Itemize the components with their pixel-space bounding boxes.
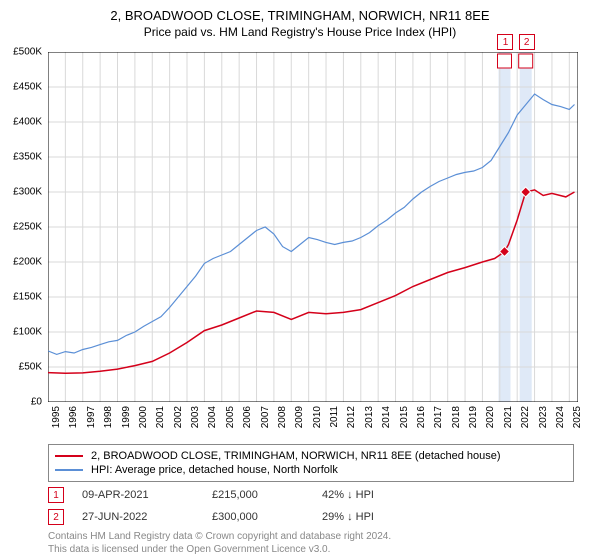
x-tick-label: 2020: [485, 406, 496, 428]
sale-date: 27-JUN-2022: [82, 511, 212, 523]
x-tick-label: 2008: [277, 406, 288, 428]
x-tick-label: 1997: [86, 406, 97, 428]
y-tick-label: £50K: [19, 362, 42, 373]
x-tick-label: 2009: [294, 406, 305, 428]
y-tick-label: £200K: [13, 257, 42, 268]
sales-table: 1 09-APR-2021£215,00042% ↓ HPI 2 27-JUN-202…: [48, 484, 432, 528]
x-tick-label: 2011: [329, 406, 340, 428]
sale-marker-box-1: 1: [48, 487, 64, 503]
x-tick-label: 2022: [520, 406, 531, 428]
footer-line2: This data is licensed under the Open Gov…: [48, 544, 391, 557]
y-tick-label: £250K: [13, 222, 42, 233]
sale-price: £300,000: [212, 511, 322, 523]
x-tick-label: 2000: [138, 406, 149, 428]
x-tick-label: 2018: [451, 406, 462, 428]
legend: 2, BROADWOOD CLOSE, TRIMINGHAM, NORWICH,…: [48, 444, 574, 482]
legend-row-hpi: HPI: Average price, detached house, Nort…: [55, 463, 567, 477]
legend-swatch-property: [55, 455, 83, 457]
x-tick-label: 2001: [155, 406, 166, 428]
sale-row-2: 2 27-JUN-2022£300,00029% ↓ HPI: [48, 506, 432, 528]
y-tick-label: £350K: [13, 152, 42, 163]
footer-line1: Contains HM Land Registry data © Crown c…: [48, 531, 391, 544]
x-tick-label: 2013: [364, 406, 375, 428]
x-tick-label: 2025: [572, 406, 583, 428]
sale-marker-1: 1: [497, 34, 513, 50]
sale-diff: 42% ↓ HPI: [322, 489, 432, 501]
sale-marker-2: 2: [519, 34, 535, 50]
chart-container: 2, BROADWOOD CLOSE, TRIMINGHAM, NORWICH,…: [0, 0, 600, 560]
x-tick-label: 2016: [416, 406, 427, 428]
x-tick-label: 2024: [555, 406, 566, 428]
x-tick-label: 2023: [538, 406, 549, 428]
y-tick-label: £450K: [13, 82, 42, 93]
x-tick-label: 2017: [433, 406, 444, 428]
footer-attribution: Contains HM Land Registry data © Crown c…: [48, 531, 391, 556]
sale-date: 09-APR-2021: [82, 489, 212, 501]
legend-row-property: 2, BROADWOOD CLOSE, TRIMINGHAM, NORWICH,…: [55, 449, 567, 463]
x-tick-label: 2010: [312, 406, 323, 428]
plot-area: 12: [48, 52, 578, 402]
x-tick-label: 1996: [68, 406, 79, 428]
x-tick-label: 2003: [190, 406, 201, 428]
x-tick-label: 1998: [103, 406, 114, 428]
y-tick-label: £0: [31, 397, 42, 408]
x-tick-label: 2005: [225, 406, 236, 428]
legend-label-hpi: HPI: Average price, detached house, Nort…: [91, 464, 338, 476]
x-axis-labels: 1995 1996 1997 1998 1999 2000 2001 2002 2003 2004…: [48, 404, 578, 444]
x-tick-label: 2014: [381, 406, 392, 428]
y-tick-label: £400K: [13, 117, 42, 128]
legend-label-property: 2, BROADWOOD CLOSE, TRIMINGHAM, NORWICH,…: [91, 450, 501, 462]
x-tick-label: 2002: [173, 406, 184, 428]
x-tick-label: 2007: [260, 406, 271, 428]
y-tick-label: £150K: [13, 292, 42, 303]
x-tick-label: 2019: [468, 406, 479, 428]
plot-svg: [48, 52, 578, 402]
x-tick-label: 1999: [121, 406, 132, 428]
chart-title: 2, BROADWOOD CLOSE, TRIMINGHAM, NORWICH,…: [0, 0, 600, 23]
sale-diff: 29% ↓ HPI: [322, 511, 432, 523]
x-tick-label: 2004: [207, 406, 218, 428]
y-axis-labels: £0£50K£100K£150K£200K£250K£300K£350K£400…: [0, 52, 44, 402]
y-tick-label: £100K: [13, 327, 42, 338]
sale-price: £215,000: [212, 489, 322, 501]
sale-row-1: 1 09-APR-2021£215,00042% ↓ HPI: [48, 484, 432, 506]
y-tick-label: £500K: [13, 47, 42, 58]
x-tick-label: 2021: [503, 406, 514, 428]
sale-marker-box-2: 2: [48, 509, 64, 525]
x-tick-label: 2012: [346, 406, 357, 428]
x-tick-label: 1995: [51, 406, 62, 428]
y-tick-label: £300K: [13, 187, 42, 198]
x-tick-label: 2015: [399, 406, 410, 428]
legend-swatch-hpi: [55, 469, 83, 471]
x-tick-label: 2006: [242, 406, 253, 428]
